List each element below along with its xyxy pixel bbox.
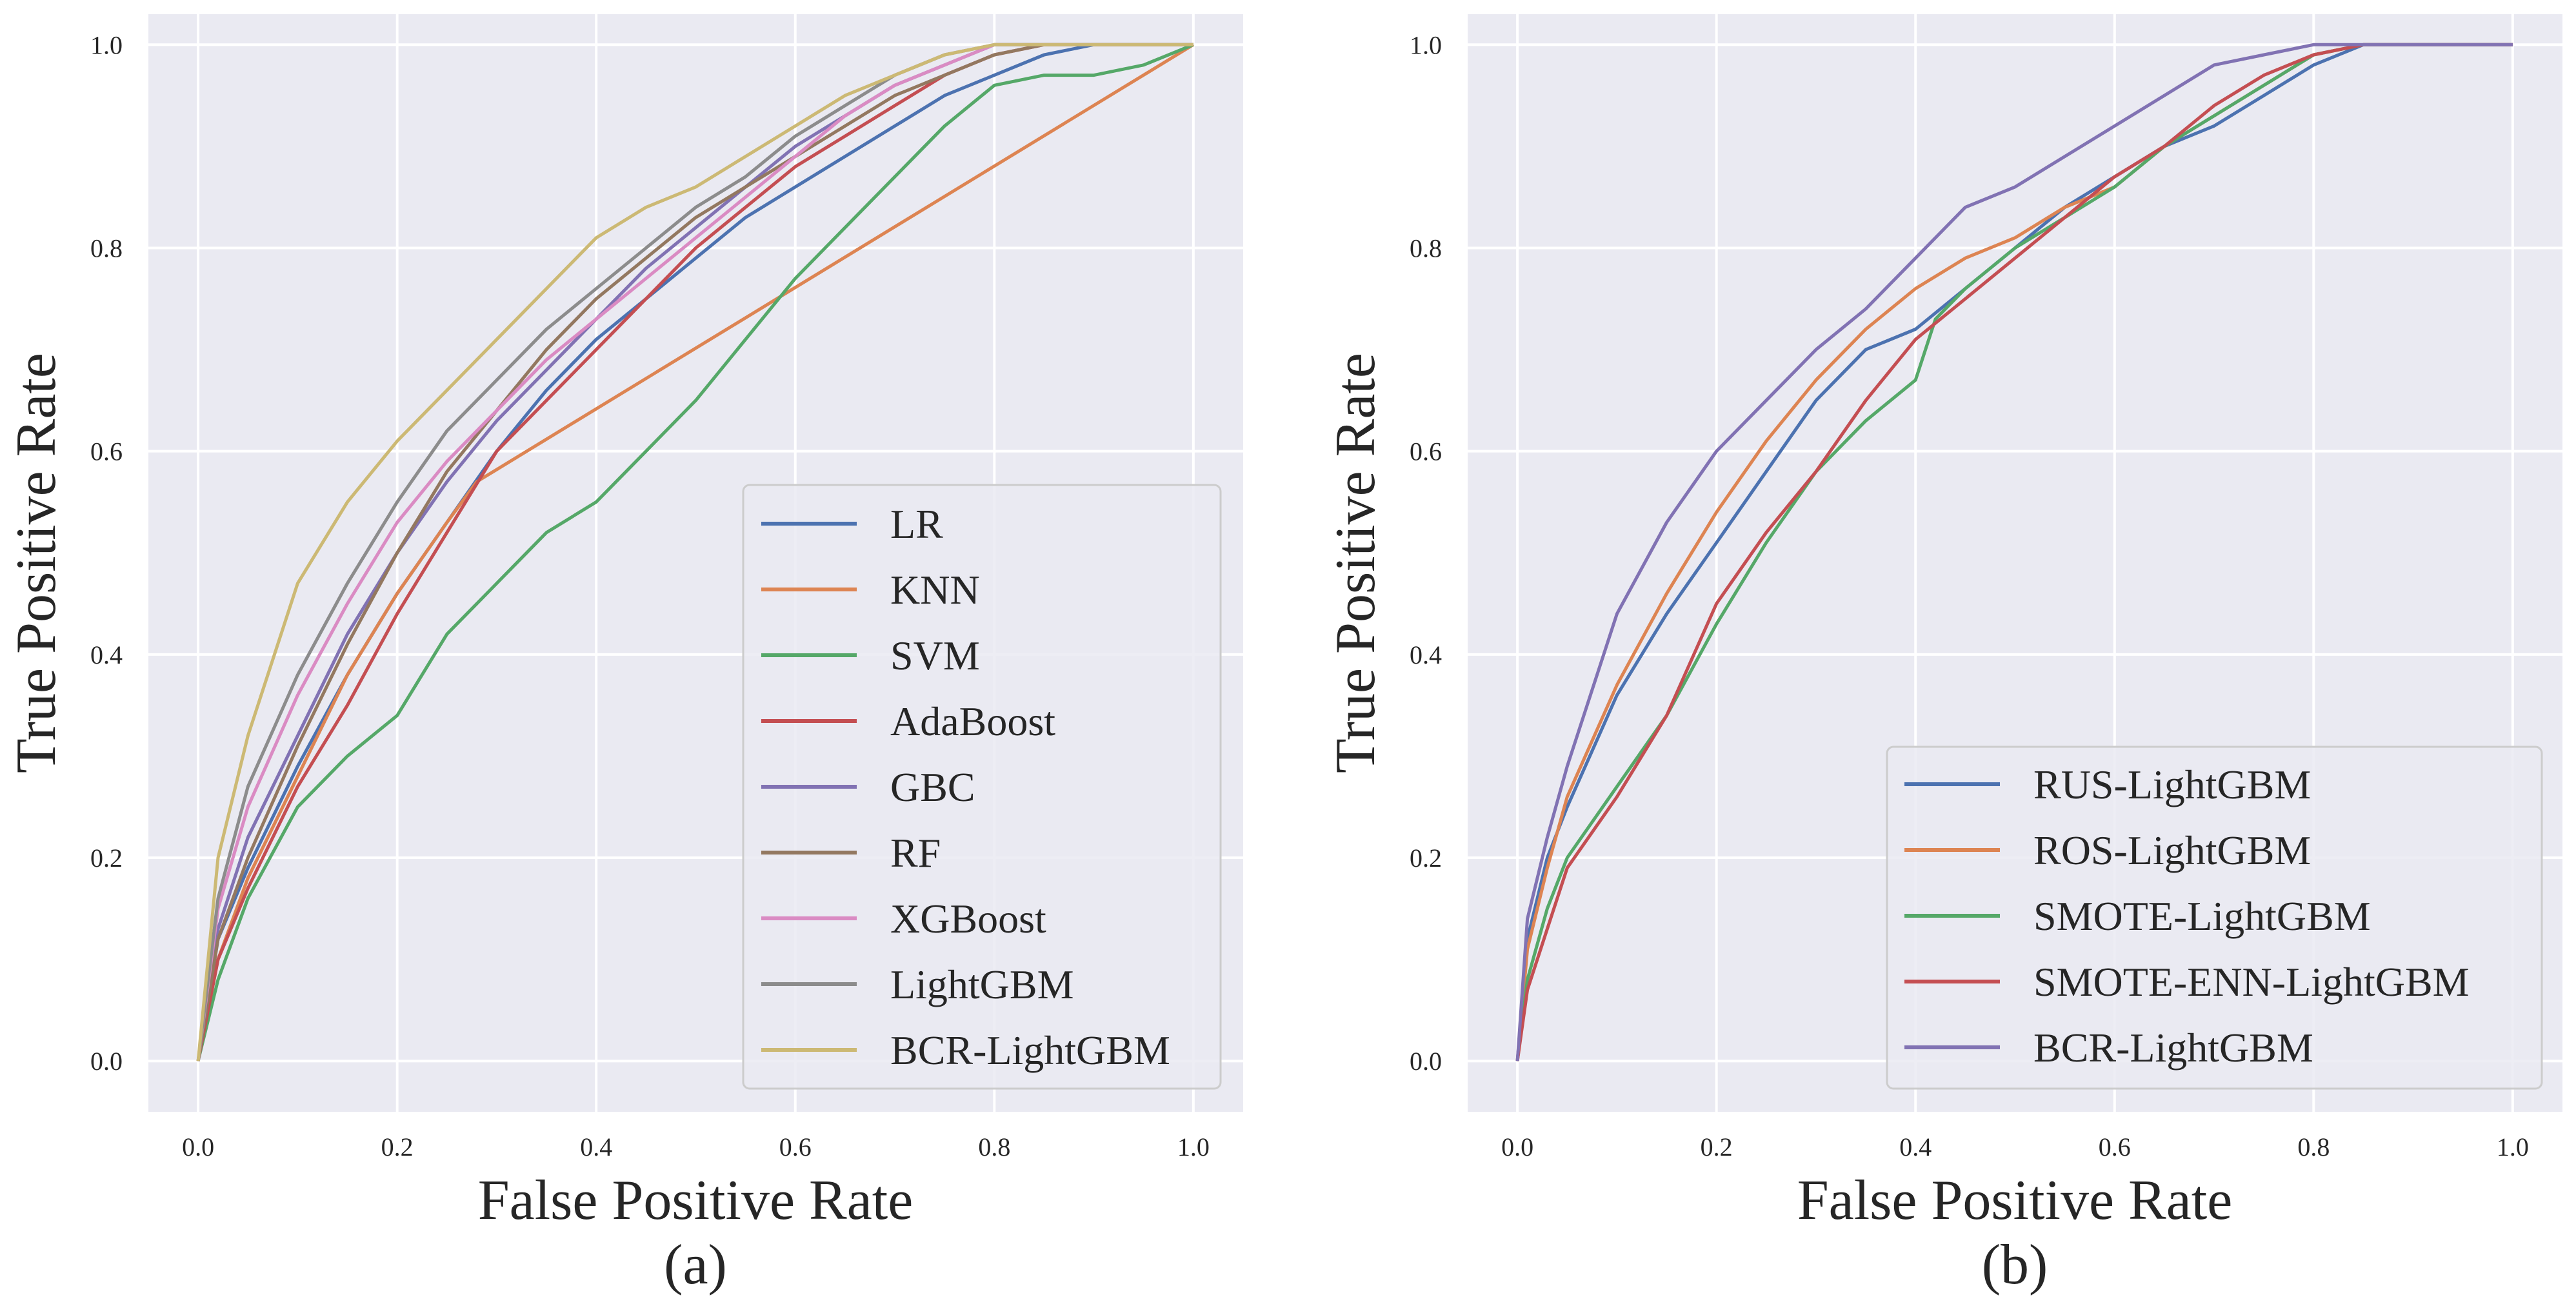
y-tick-label: 1.0 [90, 30, 123, 59]
legend-label: XGBoost [890, 896, 1046, 942]
y-tick-label: 0.6 [90, 437, 123, 466]
y-tick-label: 0.8 [90, 233, 123, 262]
series-line-bcr-lightgbm-b [1515, 43, 2513, 1062]
legend-items-b: RUS-LightGBM ROS-LightGBM SMOTE-LightGBM SM… [1904, 762, 2470, 1071]
series-line-smote-lightgbm-b [1515, 43, 2513, 1062]
y-tick-label: 1.0 [1410, 30, 1442, 59]
series-lines-b [1515, 43, 2513, 1062]
legend-box-b [1886, 746, 2543, 1090]
legend-item-knn-a: KNN [761, 567, 980, 613]
legend-item-smote-lightgbm-b: SMOTE-LightGBM [1904, 893, 2371, 939]
x-axis-title-a: False Positive Rate [478, 1169, 914, 1232]
y-tick-label: 0.2 [1410, 844, 1442, 873]
series-lines-a [196, 43, 1195, 1062]
x-tick-label: 0.2 [1701, 1132, 1733, 1161]
legend-label: BCR-LightGBM [890, 1027, 1170, 1073]
legend-item-rus-lightgbm-b: RUS-LightGBM [1904, 762, 2311, 807]
legend-label: SVM [890, 633, 980, 678]
series-line-xgboost-a [196, 43, 1193, 1062]
legend-label: LR [890, 501, 943, 547]
x-tick-label: 0.4 [1899, 1132, 1932, 1161]
y-tick-label: 0.0 [1410, 1047, 1442, 1076]
legend-item-lightgbm-a: LightGBM [761, 962, 1073, 1007]
x-tick-label: 0.0 [1501, 1132, 1533, 1161]
legend-label: ROS-LightGBM [2033, 827, 2311, 873]
legend-label: GBC [890, 764, 975, 810]
legend-label: SMOTE-ENN-LightGBM [2033, 959, 2470, 1005]
legend-label: RF [890, 830, 941, 876]
tick-labels-a: 0.0 0.2 0.4 0.6 0.8 1.0 0.0 0.2 0.4 0.6 0.8 1.0 [90, 30, 1210, 1161]
legend-label: AdaBoost [890, 698, 1055, 744]
x-tick-label: 0.0 [182, 1132, 214, 1161]
legend-item-gbc-a: GBC [761, 764, 975, 810]
legend-label: SMOTE-LightGBM [2033, 893, 2371, 939]
legend-items-a: LR KNN SVM AdaBoost GBC RF XGBoost LightGBM BCR-… [761, 501, 1170, 1073]
legend-item-rf-a: RF [761, 830, 941, 876]
y-tick-label: 0.4 [90, 640, 123, 669]
x-tick-label: 0.4 [580, 1132, 612, 1161]
legend-item-ros-lightgbm-b: ROS-LightGBM [1904, 827, 2311, 873]
series-line-svm-a [196, 43, 1194, 1062]
y-tick-label: 0.0 [90, 1047, 123, 1076]
legend-box-a [742, 484, 1222, 1090]
legend-item-smote-enn-lightgbm-b: SMOTE-ENN-LightGBM [1904, 959, 2470, 1005]
y-tick-label: 0.2 [90, 844, 123, 873]
x-tick-label: 1.0 [2497, 1132, 2529, 1161]
y-tick-label: 0.4 [1410, 640, 1442, 669]
roc-panel-b: 0.0 0.2 0.4 0.6 0.8 1.0 0.0 0.2 0.4 0.6 0.8 1.0 RUS… [1324, 14, 2562, 1296]
legend-item-svm-a: SVM [761, 633, 980, 678]
y-tick-label: 0.8 [1410, 233, 1442, 262]
x-tick-label: 0.2 [381, 1132, 414, 1161]
legend-item-lr-a: LR [761, 501, 943, 547]
legend-label: KNN [890, 567, 980, 613]
legend-b: RUS-LightGBM ROS-LightGBM SMOTE-LightGBM SM… [1886, 746, 2543, 1090]
panel-label-a: (a) [664, 1234, 727, 1296]
y-axis-title-a: True Positive Rate [5, 353, 68, 773]
legend-label: RUS-LightGBM [2033, 762, 2311, 807]
x-tick-label: 0.8 [2297, 1132, 2330, 1161]
y-tick-label: 0.6 [1410, 437, 1442, 466]
panel-label-b: (b) [1982, 1234, 2048, 1296]
y-axis-title-b: True Positive Rate [1324, 353, 1387, 773]
x-tick-label: 1.0 [1177, 1132, 1210, 1161]
legend-a: LR KNN SVM AdaBoost GBC RF XGBoost LightGBM BCR-… [742, 484, 1222, 1090]
x-axis-title-b: False Positive Rate [1797, 1169, 2233, 1232]
x-tick-label: 0.6 [779, 1132, 812, 1161]
legend-item-xgboost-a: XGBoost [761, 896, 1046, 942]
x-tick-label: 0.6 [2099, 1132, 2131, 1161]
series-line-bcr-lightgbm-a [196, 43, 1193, 1062]
legend-label: LightGBM [890, 962, 1073, 1007]
x-tick-label: 0.8 [978, 1132, 1010, 1161]
series-line-smote-enn-lightgbm-b [1515, 43, 2513, 1062]
legend-item-bcr-lightgbm-a: BCR-LightGBM [761, 1027, 1170, 1073]
tick-labels-b: 0.0 0.2 0.4 0.6 0.8 1.0 0.0 0.2 0.4 0.6 0.8 1.0 [1410, 30, 2529, 1161]
series-line-rf-a [196, 43, 1193, 1062]
series-line-rus-lightgbm-b [1515, 43, 2513, 1062]
legend-label: BCR-LightGBM [2033, 1025, 2313, 1071]
legend-item-bcr-lightgbm-b: BCR-LightGBM [1904, 1025, 2313, 1071]
roc-panel-a: 0.0 0.2 0.4 0.6 0.8 1.0 0.0 0.2 0.4 0.6 0.8 1.0 LR K… [5, 14, 1243, 1296]
legend-item-adaboost-a: AdaBoost [761, 698, 1055, 744]
